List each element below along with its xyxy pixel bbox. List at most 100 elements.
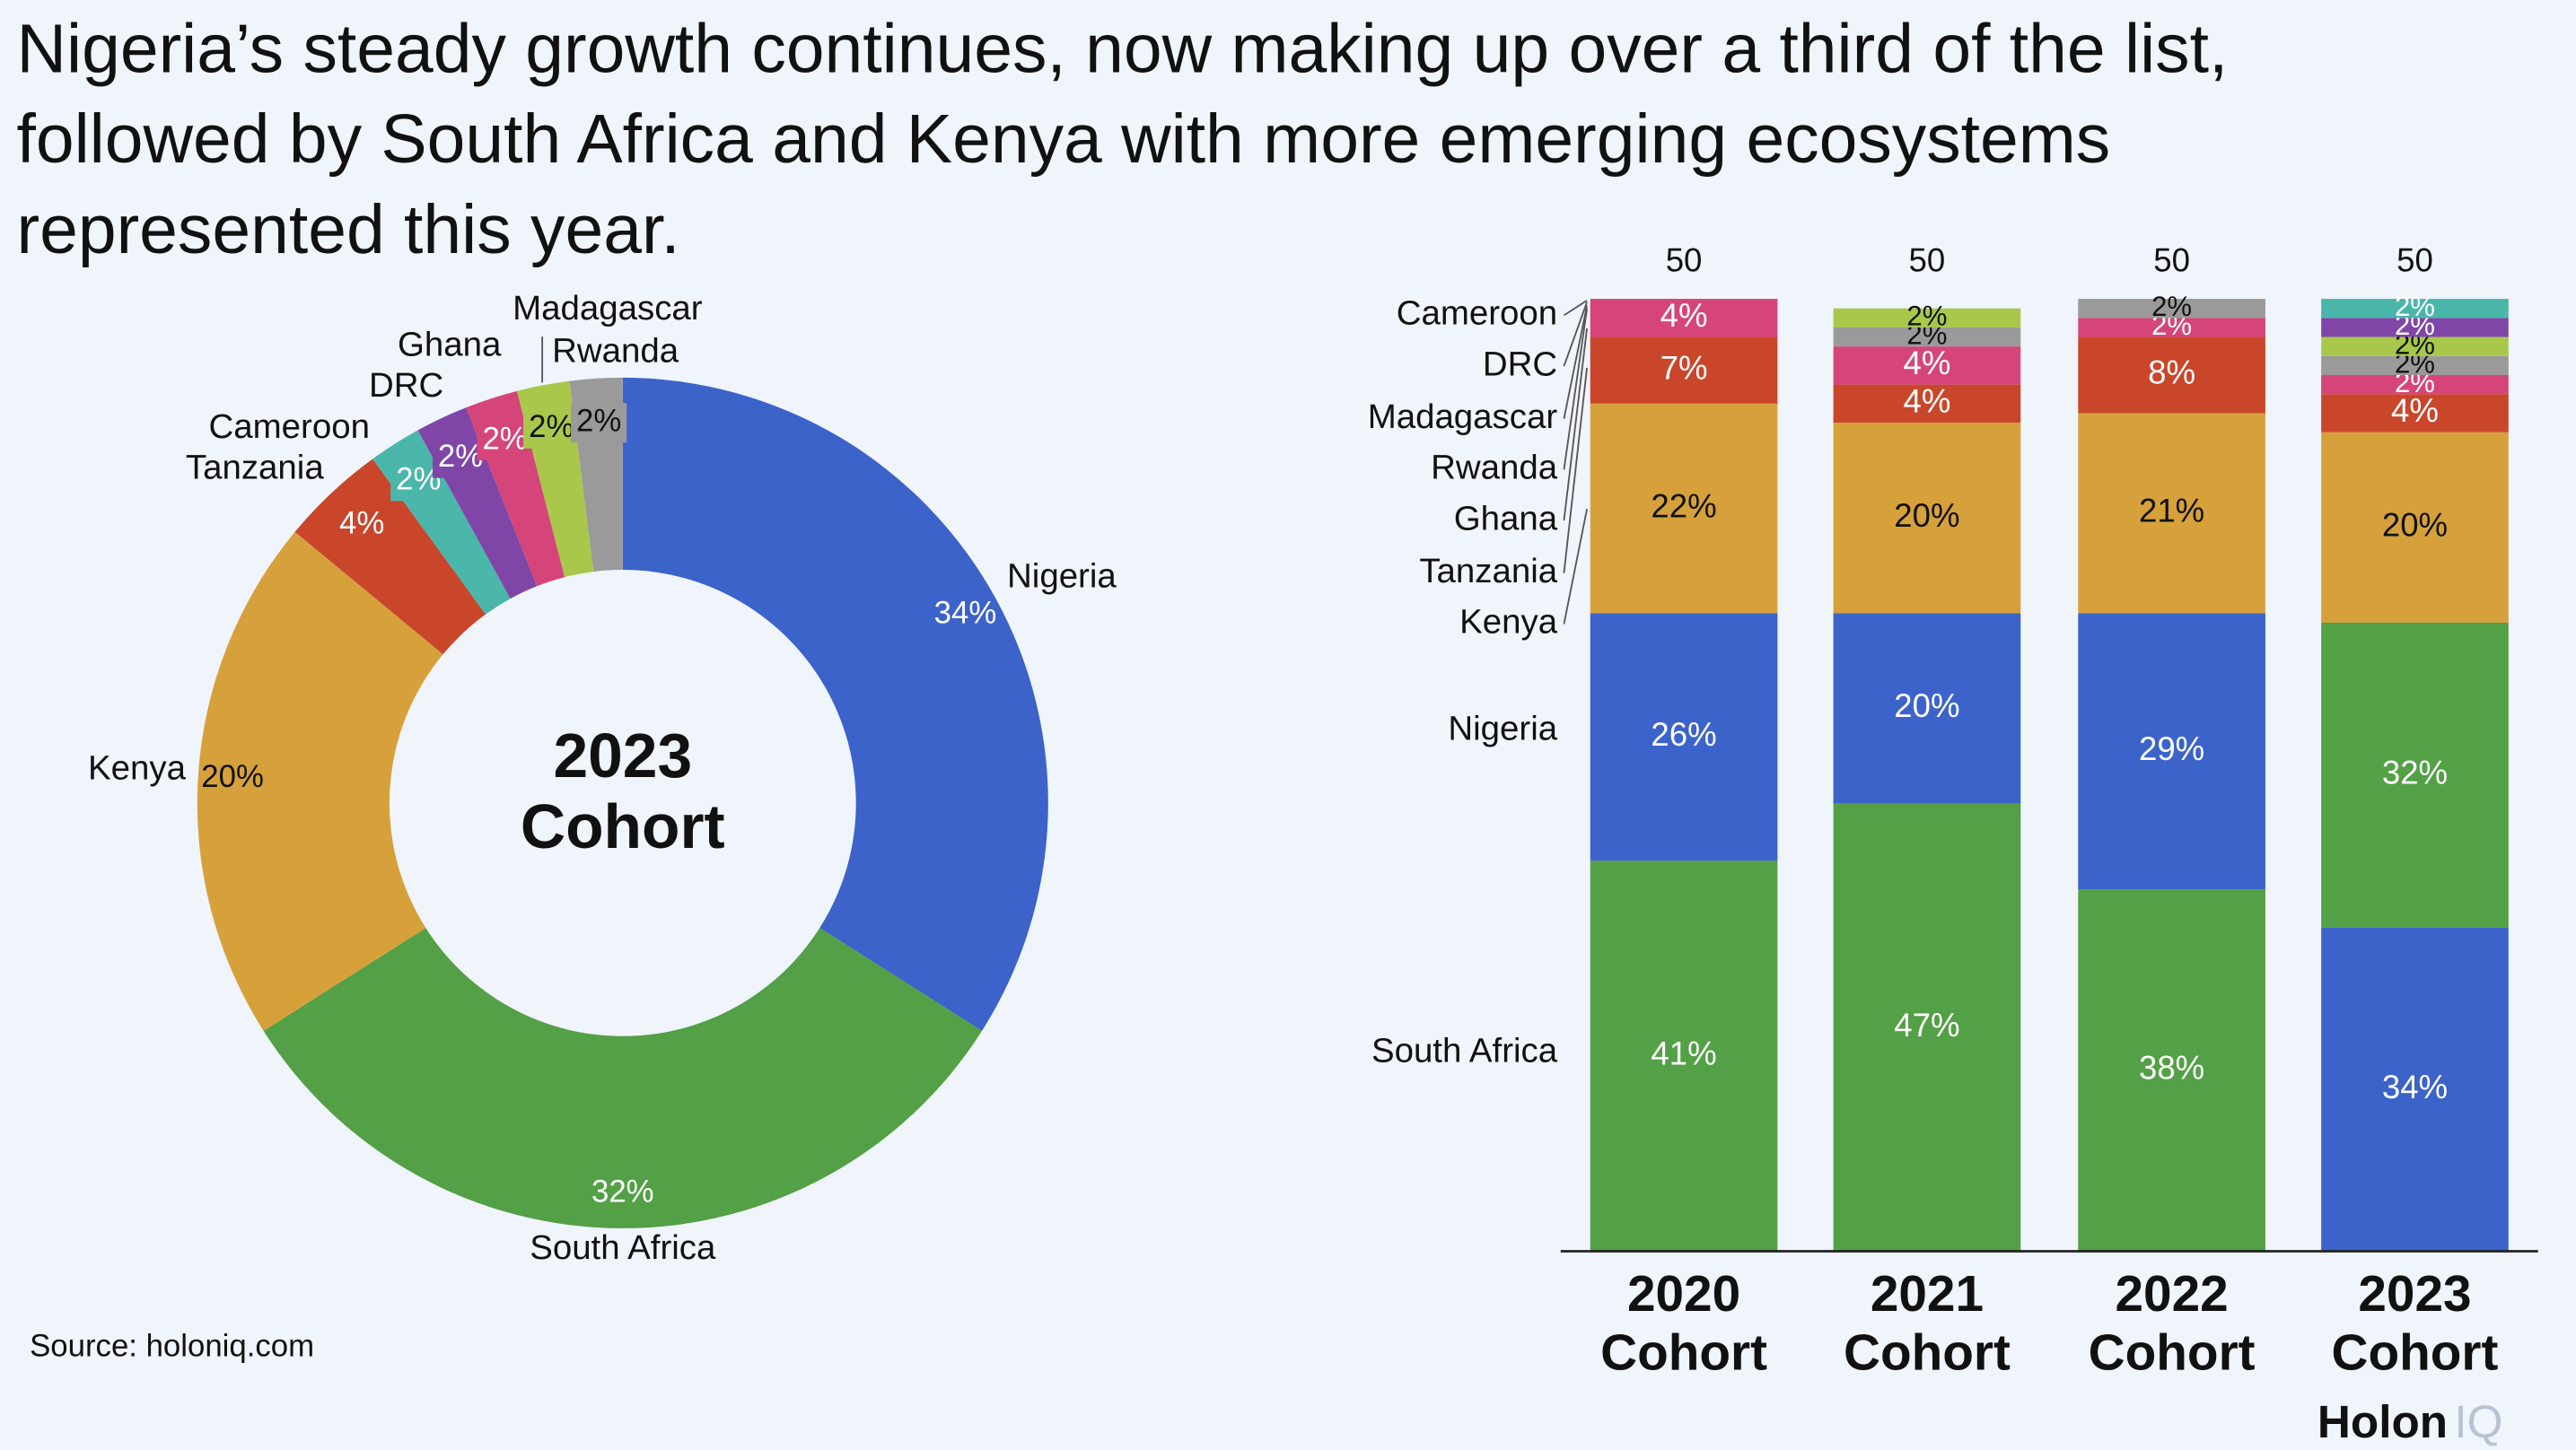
donut-slice: [197, 531, 443, 1031]
value-label: 4%: [1903, 345, 1950, 381]
bar-segment: [2078, 299, 2265, 319]
bar-segment: [2078, 889, 2265, 1252]
value-label: 2%: [2395, 291, 2435, 322]
value-label: 34%: [934, 596, 997, 630]
bar-segment: [1833, 803, 2021, 1252]
bar-segment: [2321, 336, 2509, 356]
center-label: 2023 Cohort: [521, 721, 725, 862]
value-label: 38%: [2139, 1050, 2204, 1087]
bar-segment: [1590, 613, 1778, 861]
value-label: 22%: [1651, 487, 1716, 524]
legend-label: Tanzania: [1419, 552, 1557, 590]
value-label: 32%: [591, 1175, 654, 1210]
value-label: 4%: [1660, 297, 1708, 334]
value-label: 2%: [1906, 301, 1947, 332]
legend-label: Nigeria: [1448, 710, 1557, 748]
leader-line: [1563, 300, 1588, 317]
category-label: Ghana: [398, 325, 502, 363]
bar-segment: [2321, 622, 2509, 928]
bar-segment: [1833, 327, 2021, 347]
value-label: 20%: [1894, 687, 1959, 724]
value-label: 4%: [2391, 392, 2439, 429]
value-label: 32%: [2382, 754, 2448, 791]
total-label: 50: [1666, 241, 1703, 278]
category-label: DRC: [369, 366, 443, 405]
category-label: Nigeria: [1007, 556, 1117, 595]
leader-lines: [541, 300, 1588, 625]
logo-suffix: IQ: [2454, 1396, 2502, 1447]
bar-segment: [1590, 336, 1778, 404]
bar-segment: [1833, 384, 2021, 424]
value-label: 21%: [2139, 493, 2204, 529]
leader-line: [1563, 367, 1588, 573]
legend-label: DRC: [1483, 345, 1557, 383]
bar-segment: [1833, 423, 2021, 614]
bar-segment: [1833, 613, 2021, 804]
total-label: 50: [1909, 241, 1946, 278]
source: Source: holoniq.com: [30, 1330, 314, 1364]
category-label: South Africa: [530, 1228, 716, 1267]
leader-line: [1563, 308, 1588, 470]
value-label: 20%: [2382, 507, 2448, 544]
donut-slice: [622, 377, 1048, 1031]
value-label: 2%: [482, 422, 527, 456]
value-label-box: [571, 403, 627, 443]
category-label: Cameroon: [209, 407, 370, 446]
value-label-box: [523, 408, 580, 449]
bar-segment: [2321, 432, 2509, 623]
bar-segment: [2321, 299, 2509, 319]
bar-segment: [2078, 336, 2265, 414]
bar-segment: [2321, 927, 2509, 1252]
chart-title: Nigeria’s steady growth continues, now m…: [16, 9, 2229, 268]
value-label: 8%: [2148, 354, 2195, 391]
legend-label: Ghana: [1454, 499, 1558, 537]
bar-segment: [1590, 403, 1778, 614]
bar-segment: [2078, 413, 2265, 614]
value-label: 34%: [2382, 1069, 2448, 1105]
value-label: 20%: [201, 760, 264, 794]
category-label: Kenya: [88, 748, 187, 787]
legend-label: Madagascar: [1368, 397, 1558, 436]
legend-label: South Africa: [1371, 1031, 1558, 1070]
category-label: Madagascar: [513, 289, 703, 328]
bar-segment: [2321, 318, 2509, 337]
value-label: 41%: [1651, 1035, 1716, 1072]
value-label: 2%: [576, 404, 621, 438]
legend-label: Kenya: [1459, 603, 1558, 642]
value-label: 20%: [1894, 497, 1959, 534]
bar-segment: [1590, 860, 1778, 1252]
leader-line: [1563, 328, 1588, 521]
bar-segment: [1833, 346, 2021, 385]
value-label: 2%: [529, 410, 574, 444]
bar-segment: [1833, 308, 2021, 328]
value-label: 7%: [1660, 349, 1708, 386]
leader-line: [1563, 301, 1588, 367]
x-tick-label: 2022 Cohort: [2089, 1266, 2256, 1382]
value-label: 4%: [339, 507, 384, 541]
bar-segment: [2078, 613, 2265, 890]
donut-slice: [263, 928, 983, 1228]
value-label: 2%: [438, 440, 483, 474]
value-label: 4%: [1903, 383, 1950, 420]
bar-segment: [1590, 299, 1778, 337]
bar-segment: [2078, 318, 2265, 337]
leader-line: [1563, 305, 1588, 419]
total-label: 50: [2153, 241, 2190, 278]
logo-name: Holon: [2318, 1396, 2448, 1447]
x-tick-label: 2021 Cohort: [1844, 1266, 2011, 1382]
value-label: 2%: [2151, 291, 2192, 322]
title-box: Nigeria’s steady growth continues, now m…: [16, 9, 2229, 268]
total-label: 50: [2396, 241, 2433, 278]
legend-label: Rwanda: [1431, 449, 1558, 487]
value-label: 47%: [1894, 1007, 1959, 1044]
bar-segment: [2321, 394, 2509, 432]
bar-segment: [2321, 375, 2509, 395]
category-label: Tanzania: [186, 449, 324, 487]
value-label: 29%: [2139, 730, 2204, 767]
legend-label: Cameroon: [1397, 294, 1557, 333]
leader-line: [1563, 509, 1588, 625]
category-label: Rwanda: [552, 332, 679, 371]
value-label-box: [334, 505, 390, 546]
